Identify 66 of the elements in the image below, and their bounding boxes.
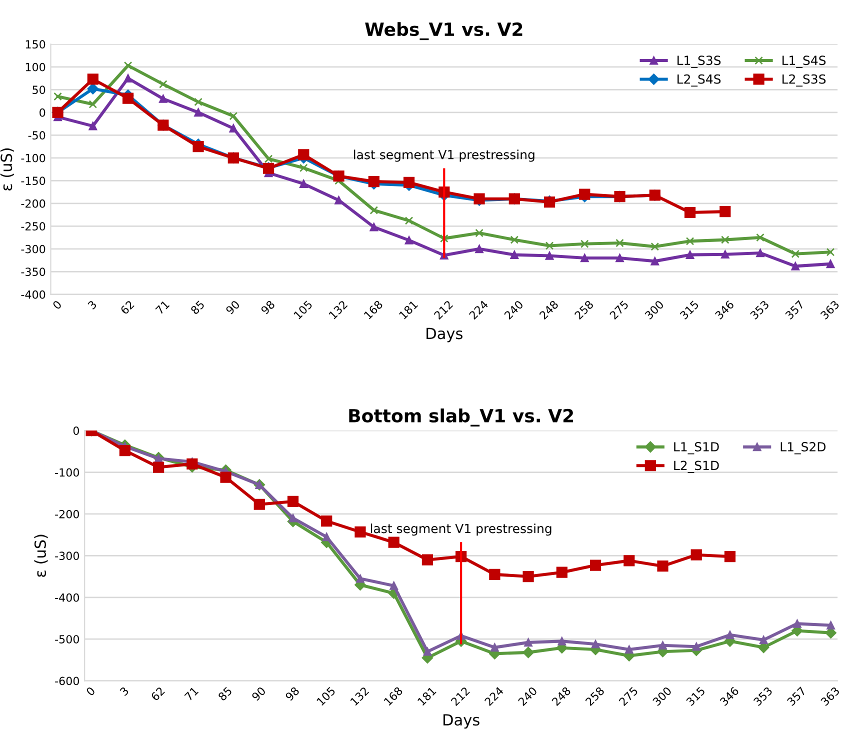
x-tick-label: 168 xyxy=(384,686,404,706)
y-tick-label: 50 xyxy=(32,86,46,94)
x-tick-label: 363 xyxy=(820,300,840,320)
y-tick-label: -250 xyxy=(21,222,46,231)
x-tick-label: 90 xyxy=(251,686,266,702)
x-tick-label: 105 xyxy=(316,686,336,706)
legend-label: L2_S4S xyxy=(678,74,721,87)
y-tick-label: -300 xyxy=(55,552,79,560)
y-axis-title: ε (uS) xyxy=(0,148,14,190)
y-tick-label: -350 xyxy=(21,268,46,276)
x-tick-label: 353 xyxy=(750,300,770,320)
legend-label: L1_S4S xyxy=(782,56,826,68)
x-tick-label: 85 xyxy=(218,686,232,702)
x-tick-label: 71 xyxy=(184,686,199,701)
y-tick-label: 0 xyxy=(73,426,79,435)
x-axis-title: Days xyxy=(444,714,480,729)
y-tick-label: 150 xyxy=(26,40,46,49)
y-tick-label: -150 xyxy=(21,176,46,186)
x-tick-label: 98 xyxy=(284,686,300,702)
x-tick-label: 71 xyxy=(155,300,170,315)
y-tick-label: -600 xyxy=(55,676,79,686)
x-tick-label: 168 xyxy=(364,300,384,320)
y-tick-label: -500 xyxy=(55,635,79,644)
x-tick-label: 132 xyxy=(328,300,348,320)
legend-label: L1_S1D xyxy=(674,442,719,454)
y-tick-label: -400 xyxy=(21,290,46,299)
legend-label: L2_S3S xyxy=(782,74,826,87)
x-tick-label: 0 xyxy=(86,686,96,696)
chart-title: Webs_V1 vs. V2 xyxy=(365,22,522,40)
x-tick-label: 3 xyxy=(119,686,130,696)
x-tick-label: 62 xyxy=(120,300,135,315)
x-tick-label: 240 xyxy=(504,300,524,320)
y-tick-label: -100 xyxy=(21,154,46,162)
y-axis-title: ε (uS) xyxy=(34,534,48,577)
y-tick-label: -100 xyxy=(55,468,79,477)
y-tick-label: -200 xyxy=(21,199,46,208)
y-tick-label: 0 xyxy=(40,108,46,117)
x-tick-label: 248 xyxy=(538,300,559,320)
x-tick-label: 300 xyxy=(644,300,664,320)
y-tick-label: -200 xyxy=(55,510,79,518)
x-tick-label: 212 xyxy=(450,686,470,706)
x-tick-label: 85 xyxy=(190,300,205,315)
x-tick-label: 132 xyxy=(350,686,370,706)
x-tick-label: 3 xyxy=(87,300,98,310)
y-tick-label: -400 xyxy=(55,593,79,602)
x-tick-label: 181 xyxy=(417,686,437,706)
x-tick-label: 363 xyxy=(820,686,840,706)
y-tick-label: -50 xyxy=(28,131,46,140)
ref-line-label: last segment V1 prestressing xyxy=(370,524,552,536)
x-tick-label: 212 xyxy=(434,300,454,320)
x-tick-label: 181 xyxy=(398,300,418,320)
ref-line-label: last segment V1 prestressing xyxy=(354,150,534,162)
chart-title: Bottom slab_V1 vs. V2 xyxy=(349,408,574,426)
x-tick-label: 240 xyxy=(518,686,538,706)
x-axis-title: Days xyxy=(426,328,462,342)
legend-label: L2_S1D xyxy=(674,460,719,473)
x-tick-label: 90 xyxy=(225,300,240,315)
x-tick-label: 258 xyxy=(574,300,594,320)
y-tick-label: -300 xyxy=(21,244,46,254)
x-tick-label: 300 xyxy=(652,686,672,706)
x-tick-label: 353 xyxy=(753,686,773,706)
y-tick-label: 100 xyxy=(26,62,46,72)
legend-label: L1_S2D xyxy=(780,442,826,454)
x-tick-label: 98 xyxy=(260,300,276,315)
legend-label: L1_S3S xyxy=(678,56,721,68)
x-tick-label: 62 xyxy=(150,686,166,702)
